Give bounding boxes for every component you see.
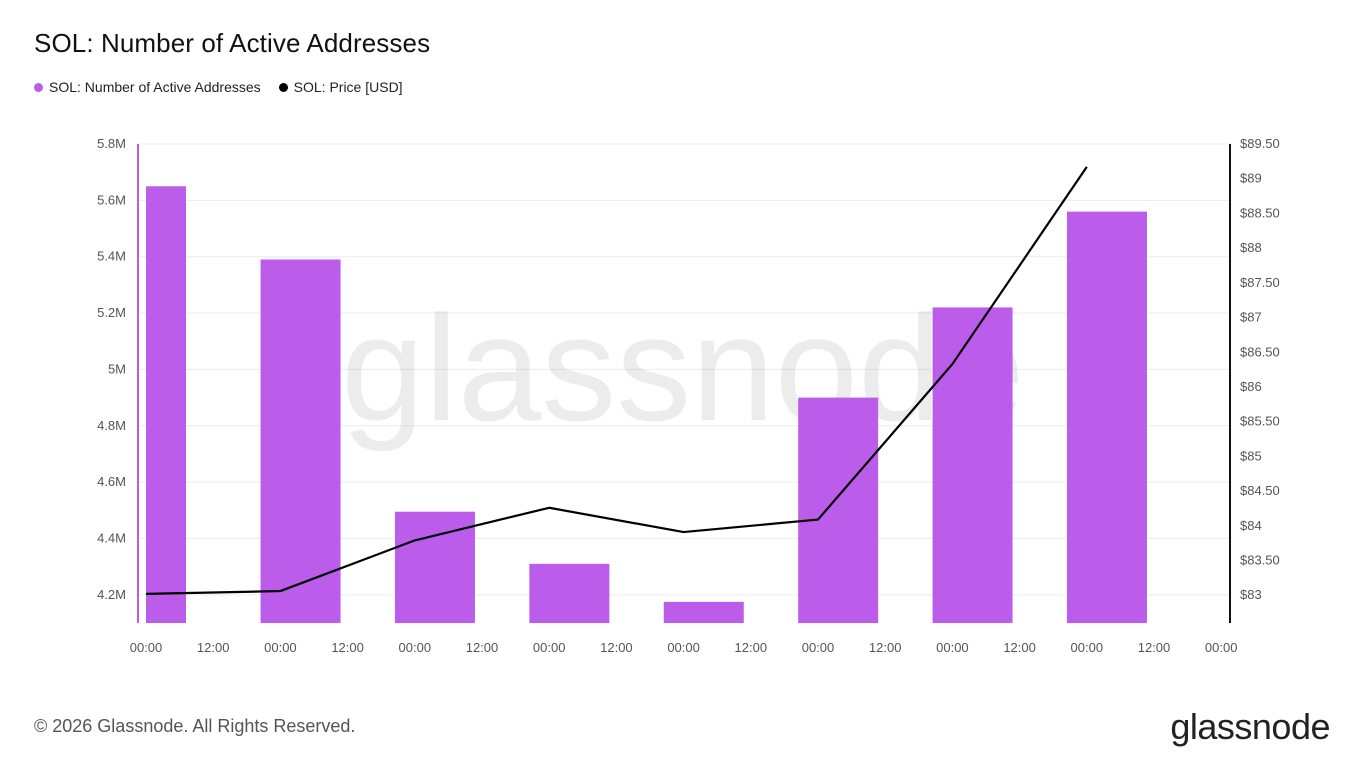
y-left-tick-label: 5.8M [97,136,126,151]
x-tick-label: 12:00 [735,640,768,655]
x-tick-label: 00:00 [130,640,163,655]
legend-dot-icon [278,82,288,92]
y-left-tick-label: 4.6M [97,474,126,489]
bar-series [146,186,1147,623]
y-right-tick-label: $88 [1240,240,1262,255]
y-right-tick-label: $89.50 [1240,136,1280,151]
y-left-tick-label: 5.2M [97,305,126,320]
bar [394,511,475,623]
y-right-tick-label: $83 [1240,587,1262,602]
x-tick-label: 12:00 [869,640,902,655]
x-tick-label: 12:00 [331,640,364,655]
y-right-tick-label: $84.50 [1240,483,1280,498]
chart-area[interactable]: glassnode 4.2M 4.4M 4.6M 4.8M 5M 5.2M 5.4M 5.6M… [0,0,1366,700]
y-right-tick-label: $86 [1240,379,1262,394]
line-series [145,166,1088,595]
y-axis-left: 4.2M 4.4M 4.6M 4.8M 5M 5.2M 5.4M 5.6M 5.8M [97,136,126,602]
bar [146,186,186,623]
y-right-tick-label: $86.50 [1240,344,1280,359]
x-tick-label: 00:00 [264,640,297,655]
y-left-tick-label: 5M [108,361,126,376]
y-right-tick-label: $83.50 [1240,553,1280,568]
legend: SOL: Number of Active Addresses SOL: Pri… [34,79,403,95]
y-left-tick-label: 5.6M [97,192,126,207]
legend-label: SOL: Number of Active Addresses [49,79,261,95]
x-tick-label: 00:00 [802,640,835,655]
y-axis-right: $83 $83.50 $84 $84.50 $85 $85.50 $86 $86.50 $87 $… [1240,136,1280,602]
x-tick-label: 00:00 [667,640,700,655]
bar [529,563,610,623]
copyright-footer: © 2026 Glassnode. All Rights Reserved. [34,716,356,736]
y-left-tick-label: 5.4M [97,249,126,264]
y-right-tick-label: $85 [1240,448,1262,463]
x-tick-label: 00:00 [399,640,432,655]
legend-dot-icon [34,82,43,92]
x-tick-label: 12:00 [197,640,230,655]
watermark: glassnode [341,284,1025,452]
axes [137,144,1231,623]
legend-item-price[interactable]: SOL: Price [USD] [278,79,403,95]
x-tick-label: 00:00 [533,640,566,655]
bar [1066,211,1147,623]
x-tick-label: 12:00 [1003,640,1036,655]
y-left-tick-label: 4.8M [97,418,126,433]
y-right-tick-label: $89 [1240,171,1262,186]
x-axis: 00:00 12:00 00:00 12:00 00:00 12:00 00:00 12:00… [130,640,1238,655]
y-right-tick-label: $85.50 [1240,414,1280,429]
y-right-tick-label: $87 [1240,310,1262,325]
legend-item-active-addresses[interactable]: SOL: Number of Active Addresses [34,79,261,95]
x-tick-label: 00:00 [1205,640,1238,655]
legend-label: SOL: Price [USD] [293,79,403,95]
bar [663,601,744,623]
brand-logo[interactable]: glassnode [1170,706,1330,747]
chart-title: SOL: Number of Active Addresses [34,28,431,58]
x-tick-label: 12:00 [466,640,499,655]
y-right-tick-label: $88.50 [1240,205,1280,220]
y-left-tick-label: 4.2M [97,587,126,602]
bar [260,259,341,623]
x-tick-label: 12:00 [1138,640,1171,655]
price-line [145,166,1088,595]
x-tick-label: 12:00 [600,640,633,655]
x-tick-label: 00:00 [1071,640,1104,655]
bar [798,397,879,623]
x-tick-label: 00:00 [936,640,969,655]
y-right-tick-label: $87.50 [1240,275,1280,290]
y-right-tick-label: $84 [1240,518,1262,533]
y-left-tick-label: 4.4M [97,530,126,545]
bar [932,307,1013,623]
